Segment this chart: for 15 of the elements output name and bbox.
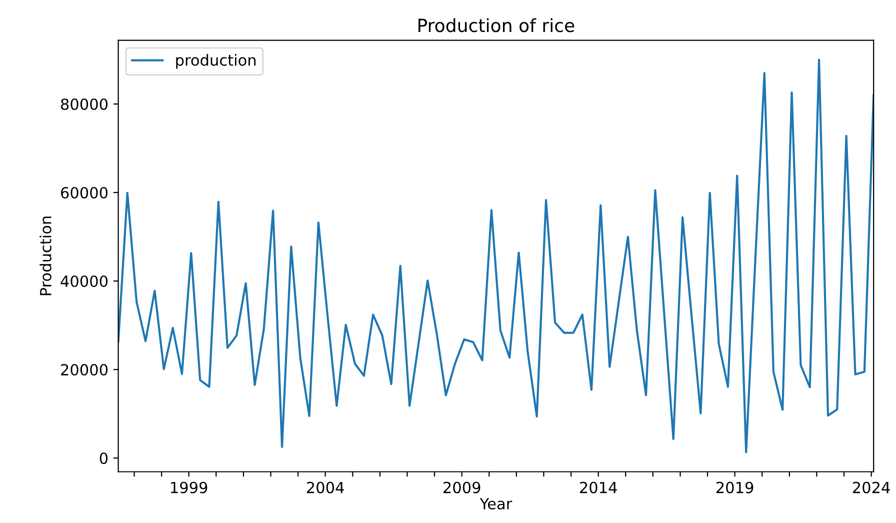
legend-label: production <box>176 54 256 69</box>
chart-title: Production of rice <box>418 18 574 32</box>
x-tick-label: 2014 <box>580 482 617 494</box>
y-tick-label: 80000 <box>60 98 108 110</box>
y-tick-label: 0 <box>100 452 108 464</box>
x-axis-title: Year <box>480 498 512 510</box>
x-tick-label: 2019 <box>716 482 754 494</box>
x-tick-label: 2004 <box>306 482 344 494</box>
x-tick-label: 2024 <box>852 482 890 494</box>
y-tick-label: 40000 <box>60 275 108 288</box>
y-tick-label: 60000 <box>61 186 108 199</box>
x-tick-label: 2009 <box>444 482 480 494</box>
y-axis-title: Production <box>40 216 52 296</box>
x-tick-label: 1999 <box>171 482 208 494</box>
y-tick-label: 20000 <box>61 364 108 376</box>
